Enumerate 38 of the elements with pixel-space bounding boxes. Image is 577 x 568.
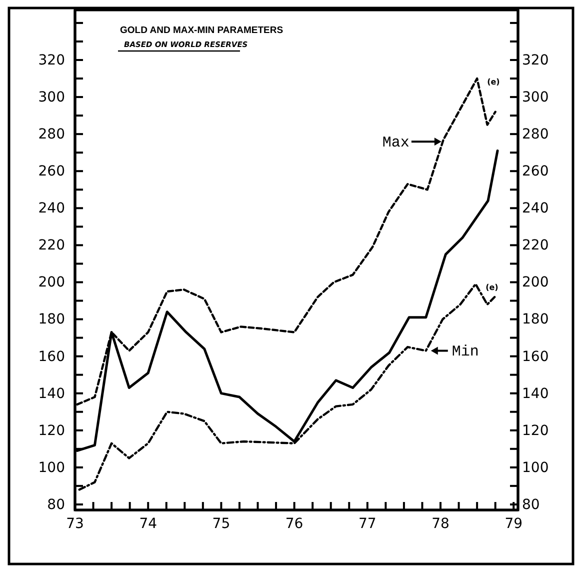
y2-tick-label: 140	[522, 386, 549, 402]
y2-tick-label: 280	[522, 126, 549, 143]
y-tick-label: 120	[38, 422, 65, 439]
y2-tick-label: 320	[522, 52, 549, 68]
y2-tick-label: 180	[522, 312, 549, 328]
annotation: (e)	[486, 283, 498, 292]
y2-tick-label: 300	[522, 90, 549, 106]
x-tick-label: 76	[285, 516, 304, 532]
y2-tick-label: 80	[522, 496, 540, 513]
y2-tick-label: 120	[522, 422, 549, 439]
x-tick-label: 77	[358, 516, 376, 532]
x-tick-label: 78	[432, 516, 450, 532]
y-tick-label: 300	[38, 90, 65, 106]
x-tick-label: 79	[504, 516, 523, 532]
x-tick-label: 73	[66, 516, 84, 532]
y-tick-label: 280	[38, 126, 65, 143]
y2-tick-label: 240	[522, 200, 549, 217]
y2-tick-label: 260	[522, 164, 549, 180]
y-tick-label: 80	[47, 496, 65, 513]
y-tick-label: 260	[38, 164, 65, 180]
y-tick-label: 200	[38, 274, 65, 291]
y-tick-label: 180	[38, 312, 65, 328]
y-tick-label: 320	[38, 52, 65, 68]
y2-tick-label: 100	[522, 460, 549, 476]
y2-tick-label: 200	[522, 274, 549, 291]
text: GOLD AND MAX-MIN PARAMETERS	[120, 25, 284, 36]
series-label: Max	[382, 134, 410, 152]
y-tick-label: 140	[38, 386, 65, 402]
legend-label: Min	[452, 344, 479, 361]
y-tick-label: 220	[38, 238, 65, 254]
y2-tick-label: 160	[522, 348, 549, 365]
y-tick-label: 100	[38, 460, 65, 476]
y2-tick-label: 220	[522, 238, 549, 254]
x-tick-label: 74	[139, 516, 158, 532]
y-tick-label: 240	[38, 200, 65, 217]
annotation: (e)	[487, 78, 500, 87]
y-tick-label: 160	[38, 348, 65, 365]
x-tick-label: 75	[212, 516, 230, 532]
